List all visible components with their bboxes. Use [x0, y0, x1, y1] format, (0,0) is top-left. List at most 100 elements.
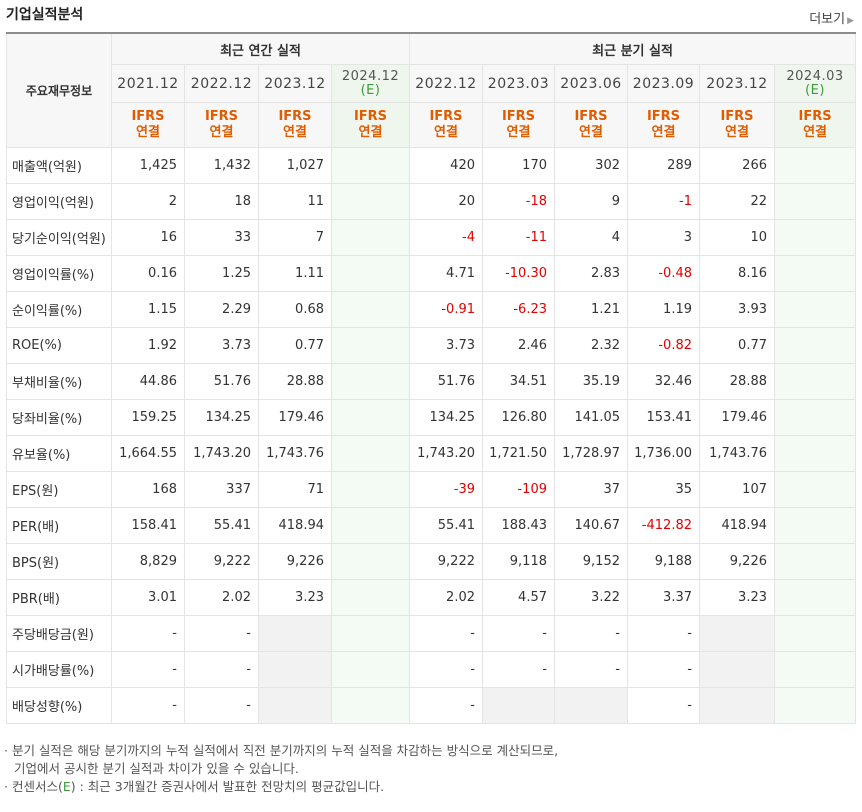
quarter-value-cell: -6.23 [482, 291, 555, 328]
annual-value-cell: 0.77 [258, 327, 332, 364]
annual-value-cell: 1.11 [258, 255, 332, 292]
quarter-group-header: 최근 분기 실적 [408, 32, 857, 65]
footnote-1: · 분기 실적은 해당 분기까지의 누적 실적에서 직전 분기까지의 누적 실적… [4, 743, 559, 758]
annual-value-cell: 168 [111, 471, 185, 508]
quarter-value-cell: 141.05 [554, 399, 628, 436]
row-label: 부채비율(%) [6, 363, 112, 400]
annual-value-cell: 1,743.20 [184, 435, 259, 472]
annual-value-cell: 0.68 [258, 291, 332, 328]
row-label: 매출액(억원) [6, 147, 112, 184]
quarter-value-cell: 37 [554, 471, 628, 508]
row-label: 시가배당률(%) [6, 651, 112, 688]
quarter-value-cell: 3.93 [699, 291, 775, 328]
ifrs-label: IFRS [646, 109, 681, 124]
quarter-value-cell: 3.73 [409, 327, 483, 364]
quarter-value-cell: - [627, 687, 700, 724]
annual-value-cell [331, 615, 410, 652]
quarter-value-cell: 289 [627, 147, 700, 184]
annual-value-cell [331, 543, 410, 580]
quarter-ifrs-1: IFRS 연결 [482, 102, 555, 148]
annual-ifrs-3: IFRS 연결 [331, 102, 410, 148]
annual-value-cell: 1,743.76 [258, 435, 332, 472]
table-row: 영업이익률(%) 0.16 1.25 1.11 4.71 -10.30 2.83 -0.48 8… [6, 255, 857, 292]
quarter-ifrs-4: IFRS 연결 [699, 102, 775, 148]
quarter-value-cell [554, 687, 628, 724]
annual-value-cell: 51.76 [184, 363, 259, 400]
quarter-value-cell [773, 651, 857, 688]
quarter-value-cell: 2.46 [482, 327, 555, 364]
quarter-value-cell: 3 [627, 219, 700, 256]
quarter-value-cell: 2.83 [554, 255, 628, 292]
consolidated-label: 연결 [434, 125, 458, 140]
quarter-value-cell [773, 579, 857, 616]
quarter-value-cell: 418.94 [699, 507, 775, 544]
footnote-2-post: ) : 최근 3개월간 증권사에서 발표한 전망치의 평균값입니다. [70, 779, 385, 794]
row-label: 주당배당금(원) [6, 615, 112, 652]
quarter-value-cell: 35 [627, 471, 700, 508]
quarter-value-cell: 10 [699, 219, 775, 256]
annual-value-cell: 1,425 [111, 147, 185, 184]
consolidated-label: 연결 [209, 125, 234, 140]
annual-value-cell: 3.01 [111, 579, 185, 616]
footnote-1-cont: 기업에서 공시한 분기 실적과 차이가 있을 수 있습니다. [14, 761, 299, 776]
row-label: 영업이익률(%) [6, 255, 112, 292]
annual-value-cell: 11 [258, 183, 332, 220]
quarter-value-cell: 2.32 [554, 327, 628, 364]
row-label: 유보율(%) [6, 435, 112, 472]
quarter-value-cell: -18 [482, 183, 555, 220]
annual-period-1: 2022.12 [184, 64, 259, 103]
quarter-value-cell [773, 183, 857, 220]
quarter-value-cell: - [482, 651, 555, 688]
annual-value-cell: 0.16 [111, 255, 185, 292]
quarter-value-cell: 22 [699, 183, 775, 220]
quarter-value-cell: -0.91 [409, 291, 483, 328]
row-label: 배당성향(%) [6, 687, 112, 724]
chevron-right-icon: ▶ [847, 16, 854, 26]
row-label: 당기순이익(억원) [6, 219, 112, 256]
quarter-value-cell [773, 327, 857, 364]
quarter-value-cell: 35.19 [554, 363, 628, 400]
quarter-value-cell: 126.80 [482, 399, 555, 436]
section-title: 기업실적분석 [6, 7, 84, 23]
row-label: 순이익률(%) [6, 291, 112, 328]
row-label: 당좌비율(%) [6, 399, 112, 436]
quarter-value-cell: -0.48 [627, 255, 700, 292]
annual-ifrs-2: IFRS 연결 [258, 102, 332, 148]
annual-value-cell: 71 [258, 471, 332, 508]
more-link[interactable]: 더보기 ▶ [809, 8, 854, 27]
quarter-value-cell [773, 687, 857, 724]
annual-value-cell [331, 471, 410, 508]
annual-value-cell: 1.25 [184, 255, 259, 292]
table-row: 영업이익(억원) 2 18 11 20 -18 9 -1 22 [6, 183, 857, 220]
quarter-value-cell: 179.46 [699, 399, 775, 436]
annual-period-label: 2024.12 [341, 68, 400, 84]
quarter-value-cell: 9,222 [409, 543, 483, 580]
quarter-value-cell [773, 543, 857, 580]
table-row: BPS(원) 8,829 9,222 9,226 9,222 9,118 9,152 9,18… [6, 543, 857, 580]
annual-period-3: 2024.12 (E) [331, 64, 410, 103]
annual-ifrs-0: IFRS 연결 [111, 102, 185, 148]
annual-value-cell: - [184, 651, 259, 688]
annual-value-cell: 134.25 [184, 399, 259, 436]
quarter-ifrs-0: IFRS 연결 [409, 102, 483, 148]
annual-value-cell [331, 183, 410, 220]
quarter-value-cell [773, 147, 857, 184]
quarter-value-cell: 1,743.76 [699, 435, 775, 472]
annual-value-cell: - [184, 687, 259, 724]
quarter-value-cell: -412.82 [627, 507, 700, 544]
annual-value-cell: 1,432 [184, 147, 259, 184]
annual-value-cell: 2.29 [184, 291, 259, 328]
footnotes: · 분기 실적은 해당 분기까지의 누적 실적에서 직전 분기까지의 누적 실적… [4, 742, 558, 796]
quarter-period-1: 2023.03 [482, 64, 555, 103]
quarter-value-cell: 9,152 [554, 543, 628, 580]
quarter-value-cell: 134.25 [409, 399, 483, 436]
consolidated-label: 연결 [283, 125, 307, 140]
table-row: 매출액(억원) 1,425 1,432 1,027 420 170 302 289 266 [6, 147, 857, 184]
annual-value-cell: 28.88 [258, 363, 332, 400]
table-row: EPS(원) 168 337 71 -39 -109 37 35 107 [6, 471, 857, 508]
ifrs-label: IFRS [278, 109, 312, 124]
annual-value-cell: 55.41 [184, 507, 259, 544]
annual-value-cell: 159.25 [111, 399, 185, 436]
annual-value-cell [331, 255, 410, 292]
annual-value-cell: 1.15 [111, 291, 185, 328]
